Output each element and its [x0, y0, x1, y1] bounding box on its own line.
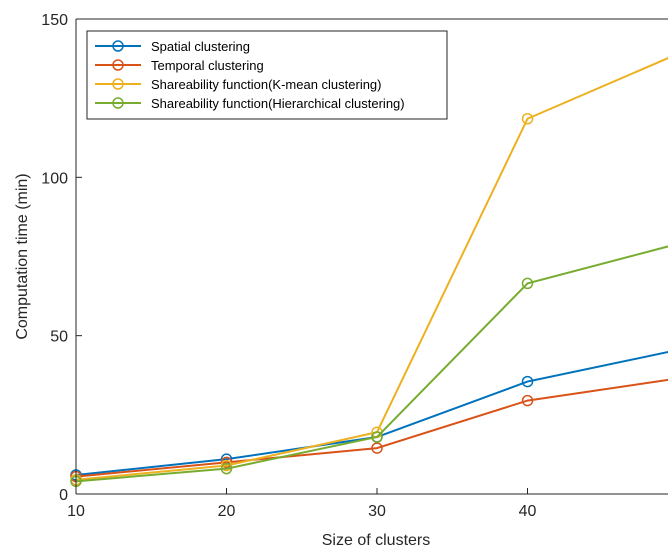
- data-point: [521, 375, 534, 388]
- series-line: [75, 350, 668, 476]
- y-tick-label: 50: [50, 329, 68, 346]
- series-3: [70, 245, 668, 488]
- legend-marker: [112, 59, 124, 71]
- data-point: [521, 277, 534, 290]
- data-point: [371, 442, 383, 454]
- data-point: [521, 113, 534, 125]
- legend-label: Temporal clustering: [151, 58, 264, 73]
- x-tick-label: 20: [218, 503, 236, 520]
- y-tick-label: 0: [59, 487, 68, 504]
- legend-marker: [112, 40, 124, 52]
- legend-marker: [112, 78, 124, 90]
- data-point: [220, 462, 233, 475]
- data-point: [220, 456, 233, 469]
- legend-label: Shareability function(Hierarchical clust…: [151, 96, 405, 111]
- data-point: [521, 394, 534, 407]
- series-line: [75, 378, 668, 478]
- data-point: [220, 459, 233, 472]
- series-0: [70, 350, 668, 481]
- legend-marker: [112, 97, 124, 109]
- series-layer: [70, 57, 668, 488]
- legend-label: Shareability function(K-mean clustering): [151, 77, 382, 92]
- x-axis-label: Size of clusters: [322, 532, 430, 549]
- data-point: [371, 431, 383, 443]
- x-tick-label: 40: [519, 503, 537, 520]
- series-line: [75, 245, 668, 483]
- legend-label: Spatial clustering: [151, 39, 250, 54]
- y-axis-label: Computation time (min): [14, 173, 31, 339]
- legend-box: [86, 30, 448, 120]
- tick-labels: 0 50 100 150 10 20 30 40: [41, 12, 536, 520]
- y-tick-label: 150: [41, 12, 68, 29]
- axes: [75, 18, 668, 495]
- x-tick-label: 30: [368, 503, 386, 520]
- x-tick-label: 10: [67, 503, 85, 520]
- legend: Spatial clustering Temporal clustering Sha…: [86, 30, 448, 120]
- y-tick-label: 100: [41, 170, 68, 187]
